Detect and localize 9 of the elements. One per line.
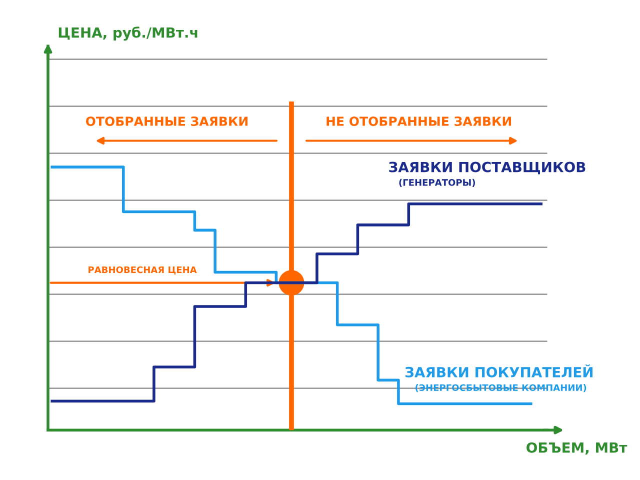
text: ОТОБРАННЫЕ ЗАЯВКИ bbox=[86, 116, 248, 126]
text: ЦЕНА, руб./МВт.ч bbox=[58, 26, 198, 41]
annotation: (ЭНЕРГОСБЫТОВЫЕ КОМПАНИИ) bbox=[416, 384, 586, 392]
annotation: РАВНОВЕСНАЯ ЦЕНА bbox=[88, 266, 197, 274]
text: НЕ ОТОБРАННЫЕ ЗАЯВКИ bbox=[326, 116, 512, 126]
text: ЗАЯВКИ ПОСТАВЩИКОВ bbox=[389, 162, 586, 174]
series-label: ЗАЯВКИ ПОКУПАТЕЛЕЙ bbox=[405, 364, 592, 378]
x-axis-title: ОБЪЕМ, МВт bbox=[526, 442, 628, 455]
annotation: (ГЕНЕРАТОРЫ) bbox=[399, 178, 475, 187]
